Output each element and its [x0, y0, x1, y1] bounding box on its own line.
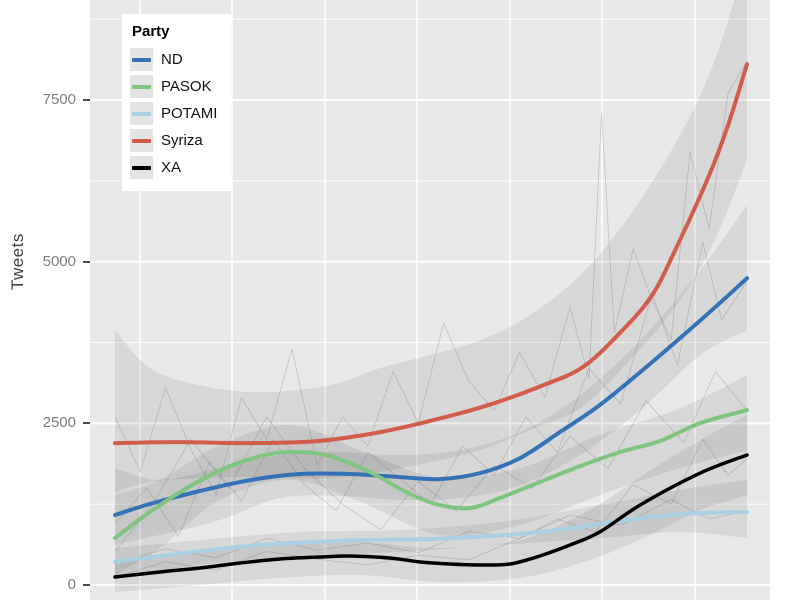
trend-line-XA [113, 453, 749, 579]
y-axis-title: Tweets [8, 233, 27, 290]
trend-line-ND [113, 276, 749, 517]
y-tick-label: 0 [67, 576, 76, 593]
legend: Party ND PASOK POTAMI Syriza XA [122, 14, 232, 191]
trend-line-POTAMI [113, 510, 749, 564]
legend-entry-label: Syriza [161, 132, 203, 149]
trend-line-Syriza [113, 62, 749, 446]
legend-entry-XA: XA [130, 154, 217, 181]
legend-entries: ND PASOK POTAMI Syriza XA [130, 46, 217, 181]
legend-entry-Syriza: Syriza [130, 127, 217, 154]
raw-line-POTAMI-raw [114, 499, 748, 565]
legend-title: Party [132, 23, 170, 40]
legend-key-line [132, 57, 151, 62]
legend-key-line [132, 138, 151, 143]
trend-line-PASOK [113, 408, 749, 541]
y-tick-mark [83, 584, 90, 586]
raw-line-PASOK-raw [114, 370, 748, 552]
legend-key-line [132, 111, 151, 116]
raw-line-ND-raw [114, 242, 748, 538]
legend-entry-label: PASOK [161, 78, 212, 95]
y-tick-label: 7500 [42, 91, 76, 109]
legend-entry-ND: ND [130, 46, 217, 73]
legend-entry-label: ND [161, 51, 183, 68]
legend-key-swatch [130, 102, 153, 125]
legend-entry-label: XA [161, 159, 182, 176]
y-tick-mark [83, 260, 90, 263]
legend-entry-POTAMI: POTAMI [130, 100, 217, 127]
confidence-band-ND [115, 205, 747, 545]
y-tick-label: 5000 [42, 252, 76, 270]
confidence-band-POTAMI [115, 479, 747, 578]
legend-entry-label: POTAMI [161, 105, 218, 122]
legend-key-swatch [130, 156, 153, 179]
y-tick-label: 2500 [42, 414, 76, 432]
legend-key-swatch [130, 129, 153, 152]
chart-canvas [90, 0, 770, 600]
plot-panel [90, 0, 770, 600]
confidence-band-XA [115, 414, 747, 593]
legend-key-swatch [130, 48, 153, 71]
raw-line-Syriza-raw [114, 61, 748, 496]
legend-entry-PASOK: PASOK [130, 73, 217, 100]
confidence-band-PASOK [115, 375, 747, 575]
y-tick-mark [83, 99, 90, 102]
legend-key-line [132, 84, 151, 89]
legend-key-line [132, 165, 151, 170]
confidence-band-Syriza [115, 0, 747, 492]
raw-line-XA-raw [114, 438, 748, 578]
y-tick-mark [83, 422, 90, 425]
legend-key-swatch [130, 75, 153, 98]
